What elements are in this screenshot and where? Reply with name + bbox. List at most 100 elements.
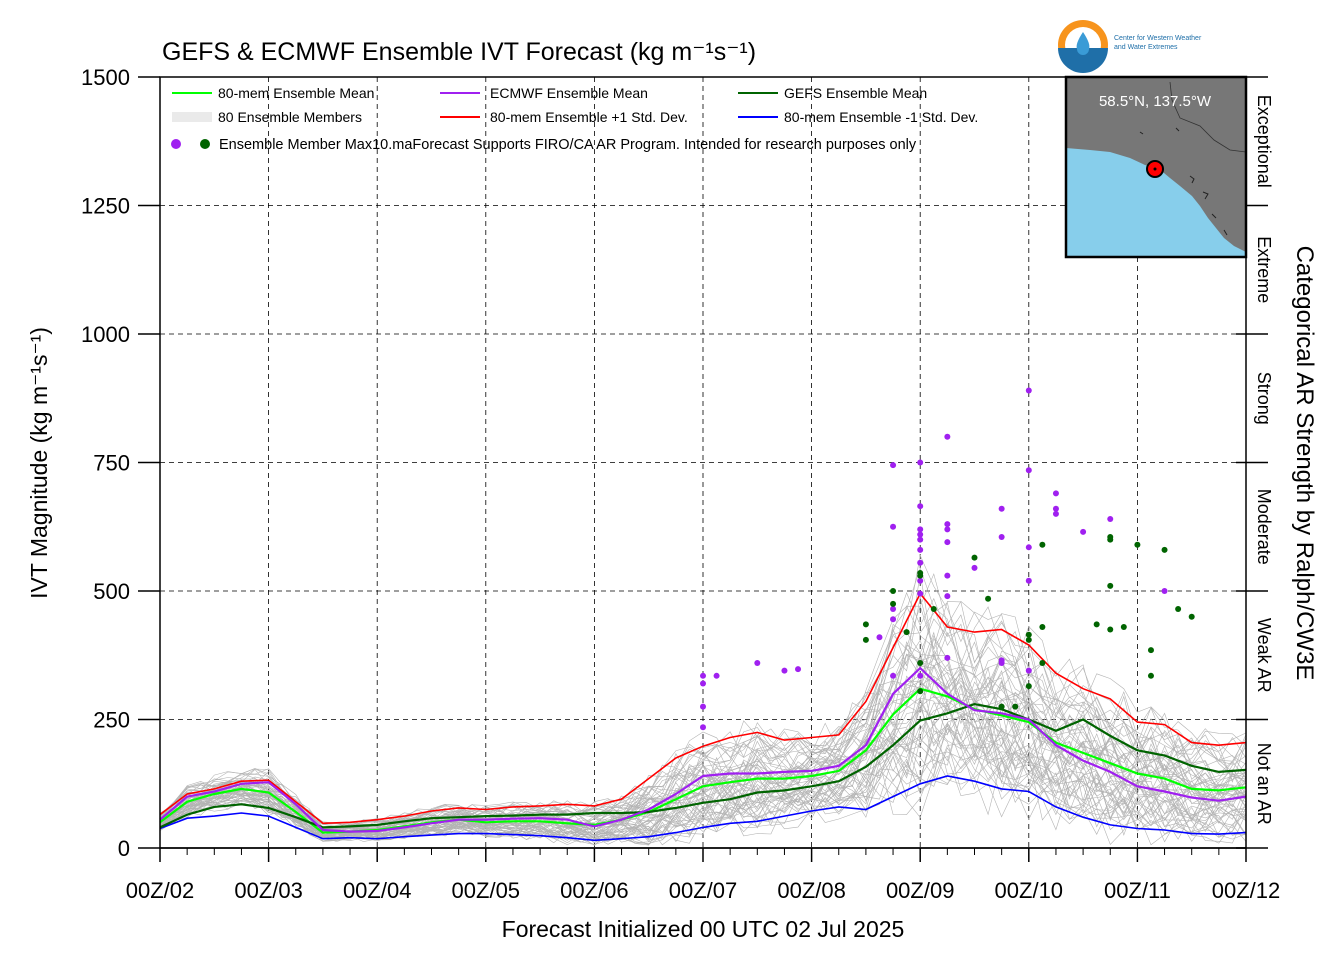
ensemble-member-line xyxy=(159,747,1247,842)
member-max-dots xyxy=(700,387,1195,731)
x-tick-label: 00Z/11 xyxy=(1104,878,1171,903)
ecmwf-max-point xyxy=(795,666,802,673)
chart-title: GEFS & ECMWF Ensemble IVT Forecast (kg m… xyxy=(162,38,756,66)
legend-label-members: 80 Ensemble Members xyxy=(218,109,362,125)
ecmwf-max-point xyxy=(700,672,706,679)
ecmwf-max-point xyxy=(1025,577,1032,584)
gefs-max-point xyxy=(1175,605,1182,612)
x-tick-label: 00Z/06 xyxy=(560,878,629,903)
right-axis-label: Categorical AR Strength by Ralph/CW3E xyxy=(1291,246,1318,681)
ecmwf-max-point xyxy=(971,564,978,571)
legend-label-mean: 80-mem Ensemble Mean xyxy=(218,85,374,101)
gefs-max-point xyxy=(1025,631,1032,638)
gefs-max-point xyxy=(890,600,897,607)
ecmwf-max-point xyxy=(700,703,706,710)
ecmwf-max-point xyxy=(1161,588,1168,594)
gefs-max-point xyxy=(1134,541,1141,548)
x-tick-label: 00Z/08 xyxy=(777,878,846,903)
gefs-max-point xyxy=(903,629,910,636)
x-tick-label: 00Z/02 xyxy=(126,878,195,903)
legend-dot-gefs xyxy=(200,139,210,149)
ecmwf-max-point xyxy=(1025,667,1032,674)
gefs-max-point xyxy=(1107,536,1114,543)
axes: 00Z/02 00Z/03 00Z/04 00Z/05 00Z/06 00Z/07 00Z/… xyxy=(81,65,1280,903)
gefs-max-point xyxy=(1039,541,1046,548)
gefs-max-point xyxy=(1025,636,1032,643)
ecmwf-max-point xyxy=(754,659,761,666)
x-tick-label: 00Z/03 xyxy=(234,878,303,903)
ecmwf-max-point xyxy=(1052,510,1059,517)
ensemble-member-line xyxy=(159,681,1247,838)
x-tick-label: 00Z/10 xyxy=(995,878,1064,903)
ecmwf-max-point xyxy=(890,462,897,469)
gefs-max-point xyxy=(1161,546,1168,553)
gefs-max-point xyxy=(1147,672,1154,679)
ecmwf-max-point xyxy=(944,526,951,533)
category-label: Not an AR xyxy=(1254,743,1274,825)
logo-line-2: and Water Extremes xyxy=(1114,44,1178,51)
ecmwf-max-point xyxy=(998,505,1005,512)
gefs-max-point xyxy=(862,621,869,628)
category-label: Weak AR xyxy=(1254,618,1274,693)
ecmwf-max-point xyxy=(917,672,924,679)
gefs-max-point xyxy=(1188,613,1195,620)
ecmwf-max-point xyxy=(713,672,720,679)
inset-map: 58.5°N, 137.5°W xyxy=(1064,75,1248,259)
x-tick-label: 00Z/04 xyxy=(343,878,412,903)
legend-label-gefs: GEFS Ensemble Mean xyxy=(784,85,927,101)
ensemble-member-line xyxy=(159,725,1247,844)
y-tick-label: 1000 xyxy=(81,322,130,347)
x-tick-label: 00Z/05 xyxy=(452,878,521,903)
ecmwf-max-point xyxy=(917,590,924,597)
gefs-max-point xyxy=(862,636,869,643)
y-tick-label: 750 xyxy=(93,451,130,476)
gefs-max-point xyxy=(1107,582,1114,589)
inset-border xyxy=(1169,81,1247,153)
ecmwf-max-point xyxy=(1080,528,1087,535)
series-line-80-mem-ensemble-1-std-dev- xyxy=(159,592,1247,825)
ensemble-member-line xyxy=(159,743,1247,845)
x-axis-label: Forecast Initialized 00 UTC 02 Jul 2025 xyxy=(502,916,905,942)
ecmwf-max-point xyxy=(890,672,897,679)
ecmwf-max-point xyxy=(1025,467,1032,474)
gefs-max-point xyxy=(1039,623,1046,630)
gefs-max-point xyxy=(1147,647,1154,654)
category-label: Extreme xyxy=(1254,236,1274,303)
y-tick-label: 250 xyxy=(93,708,130,733)
ecmwf-max-point xyxy=(998,534,1005,541)
ecmwf-max-point xyxy=(876,634,883,641)
gefs-max-point xyxy=(917,659,924,666)
y-tick-label: 1500 xyxy=(81,65,130,90)
ensemble-member-line xyxy=(159,554,1247,828)
y-axis-label: IVT Magnitude (kg m⁻¹s⁻¹) xyxy=(26,327,52,599)
ecmwf-max-point xyxy=(944,433,951,440)
logo-line-1: Center for Western Weather xyxy=(1114,35,1202,42)
inset-coastline-islands xyxy=(1139,127,1228,236)
ecmwf-max-point xyxy=(1052,490,1059,497)
ecmwf-max-point xyxy=(781,667,788,674)
gefs-max-point xyxy=(1120,623,1127,630)
ecmwf-max-point xyxy=(917,459,924,466)
series-line-ecmwf-ensemble-mean xyxy=(159,666,1247,833)
ecmwf-max-point xyxy=(890,605,897,612)
legend-label-plus-sd: 80-mem Ensemble +1 Std. Dev. xyxy=(490,109,688,125)
category-label: Moderate xyxy=(1254,489,1274,565)
gefs-max-point xyxy=(1093,621,1100,628)
gefs-max-point xyxy=(998,703,1005,710)
category-label: Strong xyxy=(1254,372,1274,425)
y-tick-label: 500 xyxy=(93,579,130,604)
legend-label-dots: Ensemble Member Max10.maForecast Support… xyxy=(219,137,917,153)
series-line-gefs-ensemble-mean xyxy=(159,702,1247,829)
gefs-max-point xyxy=(917,572,924,579)
ecmwf-max-point xyxy=(1107,516,1114,523)
category-label: Exceptional xyxy=(1254,95,1274,188)
legend-label-minus-sd: 80-mem Ensemble -1 Std. Dev. xyxy=(784,109,978,125)
gefs-max-point xyxy=(890,588,897,594)
legend-dot-ecmwf xyxy=(171,139,181,149)
ecmwf-max-point xyxy=(917,546,924,553)
ensemble-member-line xyxy=(159,606,1247,831)
ecmwf-max-point xyxy=(944,654,951,661)
x-tick-label: 00Z/07 xyxy=(669,878,738,903)
ecmwf-max-point xyxy=(917,531,924,538)
